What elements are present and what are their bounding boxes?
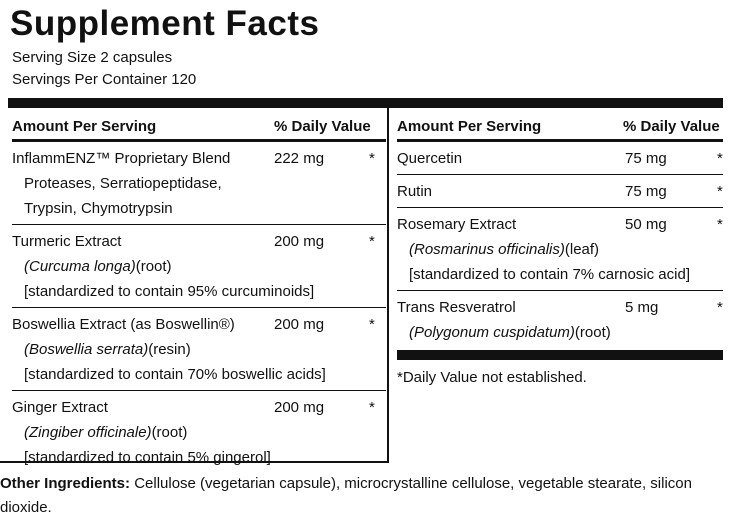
daily-value: * — [717, 150, 723, 167]
daily-value: * — [717, 299, 723, 316]
ingredient-row: Turmeric Extract 200 mg * (Curcuma longa)(r… — [12, 225, 386, 308]
detail: Trypsin, Chymotrypsin — [24, 200, 173, 217]
daily-value: * — [369, 233, 375, 250]
rule — [0, 461, 387, 463]
plant-part: (leaf) — [564, 241, 600, 258]
daily-value: * — [369, 316, 375, 333]
ingredient-name: Turmeric Extract — [12, 233, 122, 250]
ingredient-name: Rosemary Extract — [397, 216, 517, 233]
column-header: Amount Per Serving — [12, 118, 157, 135]
header-row: Amount Per Serving % Daily Value — [12, 108, 386, 142]
other-label: Other Ingredients: — [0, 475, 131, 492]
latin-name: (Polygonum cuspidatum) — [409, 324, 575, 341]
detail: Proteases, Serratiopeptidase, — [24, 175, 222, 192]
ingredient-row: InflammENZ™ Proprietary Blend 222 mg * Prot… — [12, 142, 386, 225]
plant-part: (resin) — [148, 341, 191, 358]
footnote: *Daily Value not established. — [397, 369, 587, 386]
daily-value: * — [369, 150, 375, 167]
plant-part: (root) — [574, 324, 611, 341]
column-header: Amount Per Serving — [397, 118, 542, 135]
divider — [387, 108, 389, 463]
ingredient-name: Trans Resveratrol — [397, 299, 516, 316]
ingredient-row: Quercetin 75 mg * — [397, 142, 723, 175]
latin-name: (Curcuma longa) — [24, 258, 136, 275]
source: (Curcuma longa)(root) — [12, 254, 386, 279]
source: (Zingiber officinale)(root) — [12, 420, 386, 445]
daily-value: * — [717, 183, 723, 200]
amount: 222 mg — [274, 150, 325, 167]
plant-part: (root) — [135, 258, 172, 275]
serving-size: Serving Size 2 capsules — [12, 49, 173, 66]
right-table: Amount Per Serving % Daily Value Quercetin… — [397, 108, 723, 348]
ingredient-name: Ginger Extract — [12, 399, 108, 416]
rule — [8, 98, 723, 108]
servings-per-container: Servings Per Container 120 — [12, 71, 197, 88]
ingredient-name: InflammENZ™ Proprietary Blend — [12, 150, 231, 167]
left-table: Amount Per Serving % Daily Value InflammEN… — [12, 108, 386, 473]
ingredient-row: Rutin 75 mg * — [397, 175, 723, 208]
column-header: % Daily Value — [274, 118, 371, 135]
ingredient-row: Trans Resveratrol 5 mg * (Polygonum cuspida… — [397, 291, 723, 348]
plant-part: (root) — [151, 424, 188, 441]
ingredient-row: Rosemary Extract 50 mg * (Rosmarinus offici… — [397, 208, 723, 291]
header-row: Amount Per Serving % Daily Value — [397, 108, 723, 142]
amount: 75 mg — [625, 150, 667, 167]
rule — [397, 350, 723, 360]
daily-value: * — [369, 399, 375, 416]
ingredient-name: Rutin — [397, 183, 433, 200]
source: (Boswellia serrata)(resin) — [12, 337, 386, 362]
amount: 200 mg — [274, 399, 325, 416]
title: Supplement Facts — [10, 4, 320, 43]
ingredient-row: Boswellia Extract (as Boswellin®) 200 mg *… — [12, 308, 386, 391]
amount: 200 mg — [274, 233, 325, 250]
latin-name: (Boswellia serrata) — [24, 341, 149, 358]
ingredient-name: Boswellia Extract (as Boswellin®) — [12, 316, 235, 333]
ingredient-row: Ginger Extract 200 mg * (Zingiber officinal… — [12, 391, 386, 473]
amount: 5 mg — [625, 299, 659, 316]
amount: 75 mg — [625, 183, 667, 200]
latin-name: (Rosmarinus officinalis) — [409, 241, 565, 258]
detail: [standardized to contain 70% boswellic a… — [24, 366, 326, 383]
source: (Rosmarinus officinalis)(leaf) — [397, 237, 723, 262]
latin-name: (Zingiber officinale) — [24, 424, 152, 441]
column-header: % Daily Value — [623, 118, 720, 135]
ingredient-name: Quercetin — [397, 150, 463, 167]
amount: 200 mg — [274, 316, 325, 333]
source: (Polygonum cuspidatum)(root) — [397, 320, 723, 345]
detail: [standardized to contain 5% gingerol] — [24, 449, 271, 466]
detail: [standardized to contain 95% curcuminoid… — [24, 283, 315, 300]
amount: 50 mg — [625, 216, 667, 233]
other-text: Cellulose (vegetarian capsule), microcry… — [0, 475, 692, 516]
other-ingredients: Other Ingredients: Cellulose (vegetarian… — [0, 472, 730, 520]
detail: [standardized to contain 7% carnosic aci… — [409, 266, 690, 283]
daily-value: * — [717, 216, 723, 233]
